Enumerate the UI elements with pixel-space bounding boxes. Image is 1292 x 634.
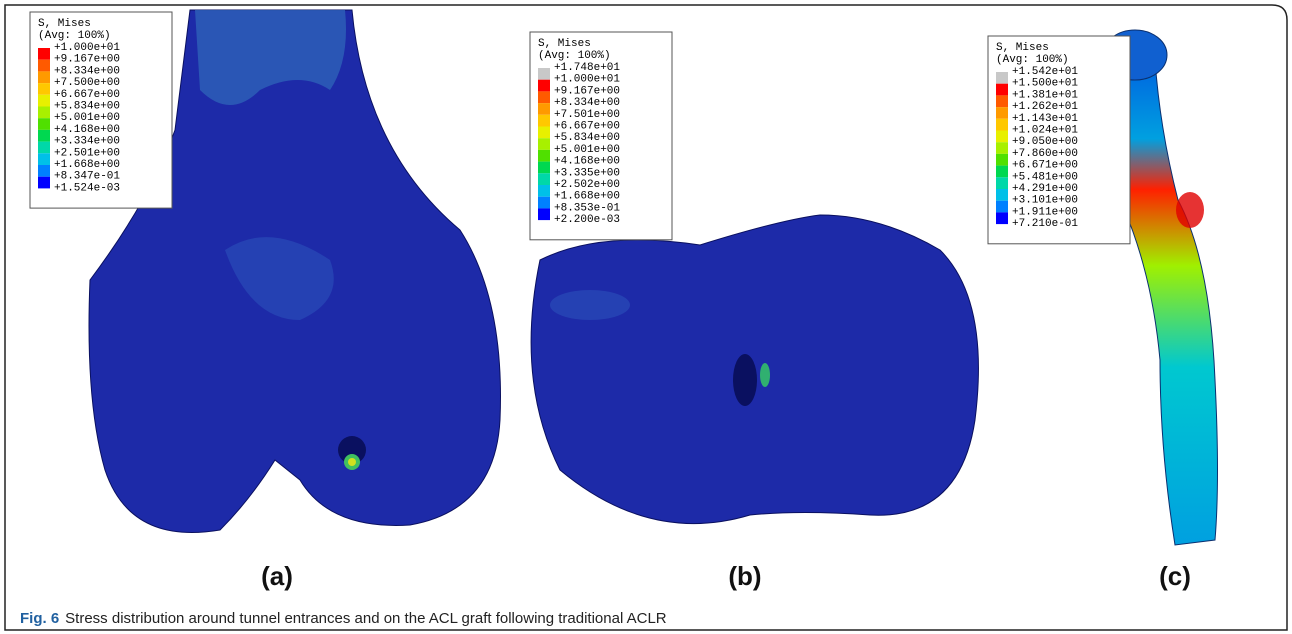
caption-text: Stress distribution around tunnel entran… [65, 610, 667, 627]
panel-label: (b) [728, 561, 761, 591]
legend-swatch [538, 138, 550, 150]
legend-swatch [38, 142, 50, 154]
tibia-model [531, 215, 978, 524]
legend-swatch [996, 119, 1008, 131]
legend-subtitle: (Avg: 100%) [538, 50, 611, 62]
legend-swatch [38, 95, 50, 107]
legend-swatch [38, 107, 50, 119]
legend-value: +1.500e+01 [1012, 78, 1078, 90]
panel-label: (c) [1159, 561, 1191, 591]
legend-value: +1.748e+01 [554, 62, 620, 74]
legend-title: S, Mises [996, 42, 1049, 54]
legend-title: S, Mises [38, 18, 91, 30]
legend-value: +3.334e+00 [54, 136, 120, 148]
legend-value: +9.167e+00 [54, 54, 120, 66]
legend-swatch [996, 212, 1008, 224]
legend-value: +4.291e+00 [1012, 183, 1078, 195]
legend-swatch [538, 208, 550, 220]
legend-swatch [38, 60, 50, 72]
legend-value: +3.101e+00 [1012, 195, 1078, 207]
legend-swatch [538, 162, 550, 174]
legend-swatch [996, 177, 1008, 189]
legend-value: +2.502e+00 [554, 179, 620, 191]
panel-label: (a) [261, 561, 293, 591]
legend-swatch [38, 71, 50, 83]
legend-value: +1.000e+01 [554, 74, 620, 86]
legend-value: +6.667e+00 [54, 89, 120, 101]
legend-swatch [996, 166, 1008, 178]
legend-swatch [996, 95, 1008, 107]
legend-value: +5.001e+00 [554, 144, 620, 156]
legend-swatch [538, 80, 550, 92]
legend-swatch [538, 197, 550, 209]
legend-value: +1.668e+00 [54, 159, 120, 171]
legend-value: +1.262e+01 [1012, 101, 1078, 113]
legend-swatch [538, 91, 550, 103]
legend-swatch [38, 165, 50, 177]
legend-title: S, Mises [538, 38, 591, 50]
legend-value: +7.501e+00 [554, 109, 620, 121]
legend-swatch [538, 185, 550, 197]
legend-value: +1.024e+01 [1012, 125, 1078, 137]
legend-value: +5.834e+00 [54, 101, 120, 113]
legend: S, Mises(Avg: 100%)+1.542e+01+1.500e+01+… [988, 36, 1130, 244]
legend-swatch [538, 115, 550, 127]
legend-swatch [538, 150, 550, 162]
legend-swatch [996, 201, 1008, 213]
legend-value: +8.334e+00 [554, 97, 620, 109]
legend-value: +2.200e-03 [554, 214, 620, 226]
legend-swatch [538, 68, 550, 80]
legend-value: +4.168e+00 [54, 124, 120, 136]
caption-prefix: Fig. 6 [20, 610, 59, 627]
legend-subtitle: (Avg: 100%) [38, 30, 111, 42]
legend-swatch [538, 127, 550, 139]
legend-swatch [38, 153, 50, 165]
legend-swatch [996, 84, 1008, 96]
legend-swatch [996, 189, 1008, 201]
legend-value: +9.167e+00 [554, 85, 620, 97]
legend-value: +1.143e+01 [1012, 113, 1078, 125]
legend-swatch [538, 103, 550, 115]
legend-value: +4.168e+00 [554, 156, 620, 168]
legend-swatch [538, 173, 550, 185]
legend-value: +1.542e+01 [1012, 66, 1078, 78]
legend-swatch [996, 72, 1008, 84]
figure: S, Mises(Avg: 100%)+1.000e+01+9.167e+00+… [0, 0, 1292, 634]
legend: S, Mises(Avg: 100%)+1.748e+01+1.000e+01+… [530, 32, 672, 240]
legend-value: +6.667e+00 [554, 121, 620, 133]
legend-value: +3.335e+00 [554, 167, 620, 179]
legend-value: +1.381e+01 [1012, 89, 1078, 101]
legend-value: +2.501e+00 [54, 147, 120, 159]
legend-swatch [996, 131, 1008, 143]
legend-value: +8.353e-01 [554, 202, 620, 214]
legend-value: +7.210e-01 [1012, 218, 1078, 230]
legend-value: +5.001e+00 [54, 112, 120, 124]
legend: S, Mises(Avg: 100%)+1.000e+01+9.167e+00+… [30, 12, 172, 208]
legend-value: +1.000e+01 [54, 42, 120, 54]
legend-value: +5.834e+00 [554, 132, 620, 144]
legend-swatch [996, 107, 1008, 119]
legend-value: +9.050e+00 [1012, 136, 1078, 148]
legend-value: +5.481e+00 [1012, 171, 1078, 183]
legend-value: +7.500e+00 [54, 77, 120, 89]
legend-swatch [38, 83, 50, 95]
legend-value: +8.347e-01 [54, 171, 120, 183]
legend-swatch [996, 154, 1008, 166]
legend-value: +7.860e+00 [1012, 148, 1078, 160]
legend-value: +6.671e+00 [1012, 160, 1078, 172]
legend-value: +1.911e+00 [1012, 206, 1078, 218]
legend-swatch [38, 118, 50, 130]
legend-swatch [38, 48, 50, 60]
legend-value: +1.668e+00 [554, 191, 620, 203]
legend-swatch [38, 177, 50, 189]
legend-swatch [996, 142, 1008, 154]
legend-value: +8.334e+00 [54, 65, 120, 77]
legend-subtitle: (Avg: 100%) [996, 54, 1069, 66]
legend-value: +1.524e-03 [54, 182, 120, 194]
legend-swatch [38, 130, 50, 142]
